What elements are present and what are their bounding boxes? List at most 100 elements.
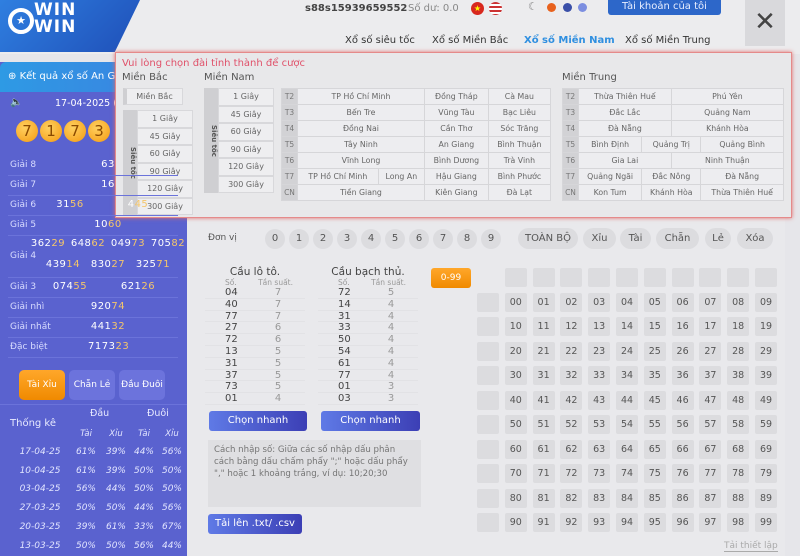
- number-cell-82[interactable]: 82: [560, 488, 583, 508]
- empty-cell[interactable]: [477, 341, 499, 361]
- number-cell-43[interactable]: 43: [588, 390, 611, 410]
- number-cell-00[interactable]: 00: [504, 292, 527, 312]
- empty-cell[interactable]: [671, 268, 694, 287]
- number-cell-81[interactable]: 81: [532, 488, 555, 508]
- moon-icon[interactable]: ☾: [528, 0, 538, 13]
- number-cell-91[interactable]: 91: [532, 513, 555, 532]
- number-cell-93[interactable]: 93: [588, 513, 611, 532]
- province-trà-vinh[interactable]: Trà Vinh: [487, 152, 552, 169]
- number-cell-25[interactable]: 25: [643, 341, 666, 361]
- number-cell-10[interactable]: 10: [504, 317, 527, 336]
- table-row[interactable]: 03 3: [318, 393, 418, 405]
- table-row[interactable]: 01 4: [205, 393, 305, 405]
- province-long-an[interactable]: Long An: [377, 168, 425, 185]
- filter-0-button[interactable]: TOÀN BỘ: [518, 228, 578, 249]
- empty-cell[interactable]: [477, 464, 499, 483]
- number-cell-63[interactable]: 63: [588, 439, 611, 459]
- table-row[interactable]: 14 4: [318, 299, 418, 311]
- province-bình-phước[interactable]: Bình Phước: [487, 168, 552, 185]
- tab-dau-duoi[interactable]: Đầu Đuôi: [119, 370, 165, 400]
- number-cell-94[interactable]: 94: [616, 513, 638, 532]
- number-cell-16[interactable]: 16: [671, 317, 694, 336]
- theme-blue-dot[interactable]: [563, 3, 572, 12]
- digit-2-button[interactable]: 2: [313, 229, 333, 249]
- province-cần-thơ[interactable]: Cần Thơ: [423, 120, 489, 137]
- number-cell-48[interactable]: 48: [727, 390, 750, 410]
- number-cell-77[interactable]: 77: [699, 464, 722, 483]
- number-cell-08[interactable]: 08: [727, 292, 750, 312]
- quick-pick-bach-thu-button[interactable]: Chọn nhanh: [321, 411, 420, 431]
- number-cell-01[interactable]: 01: [532, 292, 555, 312]
- empty-cell[interactable]: [477, 292, 499, 312]
- filter-1-button[interactable]: Xỉu: [583, 228, 616, 249]
- number-cell-38[interactable]: 38: [727, 366, 750, 385]
- upload-button[interactable]: Tải lên .txt/ .csv: [208, 514, 302, 534]
- table-row[interactable]: 27 6: [205, 322, 305, 335]
- digit-6-button[interactable]: 6: [409, 229, 429, 249]
- number-cell-59[interactable]: 59: [755, 415, 777, 434]
- province-tiền-giang[interactable]: Tiền Giang: [297, 184, 425, 201]
- number-cell-47[interactable]: 47: [699, 390, 722, 410]
- number-cell-07[interactable]: 07: [699, 292, 722, 312]
- table-row[interactable]: 72 5: [318, 287, 418, 299]
- number-cell-51[interactable]: 51: [532, 415, 555, 434]
- number-cell-76[interactable]: 76: [671, 464, 694, 483]
- theme-orange-dot[interactable]: [547, 3, 556, 12]
- province-đồng-tháp[interactable]: Đồng Tháp: [423, 88, 489, 105]
- province-an-giang[interactable]: An Giang: [423, 136, 489, 153]
- number-cell-78[interactable]: 78: [727, 464, 750, 483]
- table-row[interactable]: 04 7: [205, 287, 305, 299]
- province-đắc-nông[interactable]: Đắc Nông: [641, 168, 702, 185]
- number-cell-31[interactable]: 31: [532, 366, 555, 385]
- empty-cell[interactable]: [699, 268, 722, 287]
- digit-0-button[interactable]: 0: [265, 229, 285, 249]
- number-cell-40[interactable]: 40: [504, 390, 527, 410]
- province-đà-nẵng[interactable]: Đà Nẵng: [578, 120, 672, 137]
- number-cell-22[interactable]: 22: [560, 341, 583, 361]
- province-tây-ninh[interactable]: Tây Ninh: [297, 136, 425, 153]
- table-row[interactable]: 72 6: [205, 334, 305, 346]
- digit-9-button[interactable]: 9: [481, 229, 501, 249]
- number-cell-12[interactable]: 12: [560, 317, 583, 336]
- province-gia-lai[interactable]: Gia Lai: [578, 152, 672, 169]
- nam-speed-0[interactable]: 1 Giây: [218, 88, 274, 106]
- number-cell-68[interactable]: 68: [727, 439, 750, 459]
- nam-speed-2[interactable]: 60 Giây: [218, 123, 274, 141]
- empty-cell[interactable]: [477, 513, 499, 532]
- nam-speed-4[interactable]: 120 Giây: [218, 158, 274, 176]
- number-cell-26[interactable]: 26: [671, 341, 694, 361]
- empty-cell[interactable]: [477, 390, 499, 410]
- number-cell-50[interactable]: 50: [504, 415, 527, 434]
- number-cell-18[interactable]: 18: [727, 317, 750, 336]
- number-cell-56[interactable]: 56: [671, 415, 694, 434]
- province-phú-yên[interactable]: Phú Yên: [670, 88, 785, 105]
- number-cell-53[interactable]: 53: [588, 415, 611, 434]
- table-row[interactable]: 50 4: [318, 334, 418, 346]
- close-icon[interactable]: ✕: [745, 0, 785, 46]
- us-flag-icon[interactable]: [489, 2, 502, 15]
- province-thừa-thiên-huế[interactable]: Thừa Thiên Huế: [700, 184, 784, 201]
- province-khánh-hòa[interactable]: Khánh Hòa: [641, 184, 702, 201]
- number-cell-96[interactable]: 96: [671, 513, 694, 532]
- speaker-icon[interactable]: 🔈: [10, 97, 23, 108]
- number-cell-44[interactable]: 44: [616, 390, 638, 410]
- province-bình-thuận[interactable]: Bình Thuận: [487, 136, 552, 153]
- number-cell-15[interactable]: 15: [643, 317, 666, 336]
- number-cell-72[interactable]: 72: [560, 464, 583, 483]
- province-khánh-hòa[interactable]: Khánh Hòa: [670, 120, 785, 137]
- number-cell-60[interactable]: 60: [504, 439, 527, 459]
- nav-mien-bac[interactable]: Xổ số Miền Bắc: [432, 35, 509, 46]
- number-cell-23[interactable]: 23: [588, 341, 611, 361]
- bac-speed-1[interactable]: 45 Giây: [137, 127, 193, 145]
- number-cell-39[interactable]: 39: [755, 366, 777, 385]
- number-cell-71[interactable]: 71: [532, 464, 555, 483]
- province-cà-mau[interactable]: Cà Mau: [487, 88, 552, 105]
- number-cell-65[interactable]: 65: [643, 439, 666, 459]
- filter-4-button[interactable]: Lẻ: [705, 228, 731, 249]
- number-cell-86[interactable]: 86: [671, 488, 694, 508]
- tab-chan-le[interactable]: Chẵn Lẻ: [69, 370, 115, 400]
- empty-cell[interactable]: [477, 317, 499, 336]
- number-cell-89[interactable]: 89: [755, 488, 777, 508]
- number-cell-21[interactable]: 21: [532, 341, 555, 361]
- number-cell-36[interactable]: 36: [671, 366, 694, 385]
